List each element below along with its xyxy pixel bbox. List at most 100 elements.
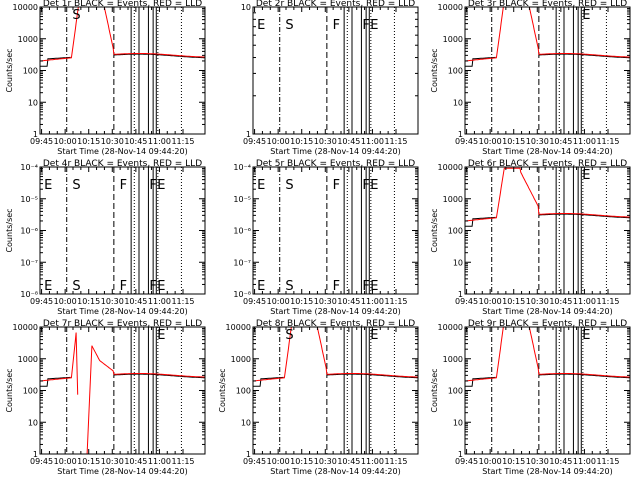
events-series xyxy=(253,373,418,387)
y-axis-label: Counts/sec xyxy=(218,368,227,412)
y-tick-label: 10 xyxy=(453,258,463,267)
marker-label: E xyxy=(370,18,378,33)
plot-frame xyxy=(252,326,419,455)
x-tick-label: 10:00 xyxy=(479,457,502,466)
lld-series xyxy=(40,332,205,454)
marker-label: F xyxy=(120,178,127,193)
marker-label: S xyxy=(285,18,293,33)
x-tick-label: 10:15 xyxy=(502,137,525,146)
x-tick-label: 10:30 xyxy=(314,457,337,466)
marker-label: E xyxy=(370,328,378,343)
x-tick-label: 10:45 xyxy=(337,137,360,146)
marker-label: F xyxy=(149,279,156,294)
x-axis-label: Start Time (28-Nov-14 09:44:20) xyxy=(57,307,187,316)
chart-det-7: Det 7r BLACK = Events, RED = LLD 1 10 100 10… xyxy=(5,319,206,476)
y-tick-label: 1 xyxy=(458,130,463,139)
x-tick-label: 11:15 xyxy=(596,457,619,466)
y-tick-label: 10000 xyxy=(13,3,38,12)
x-tick-label: 10:30 xyxy=(526,457,549,466)
plot-frame xyxy=(39,326,206,455)
y-axis-label: Counts/sec xyxy=(430,368,439,412)
y-tick-label: 10⁻⁵ xyxy=(233,195,251,204)
x-tick-label: 10:45 xyxy=(337,457,360,466)
x-axis-label: Start Time (28-Nov-14 09:44:20) xyxy=(57,147,187,156)
y-tick-label: 1 xyxy=(458,290,463,299)
x-axis-label: Start Time (28-Nov-14 09:44:20) xyxy=(482,467,612,476)
x-tick-label: 09:45 xyxy=(455,297,478,306)
x-axis-label: Start Time (28-Nov-14 09:44:20) xyxy=(57,467,187,476)
x-tick-label: 09:45 xyxy=(30,137,53,146)
chart-det-6: Det 6r BLACK = Events, RED = LLD 1 10 100 10… xyxy=(430,159,631,316)
x-tick-label: 10:00 xyxy=(479,297,502,306)
x-tick-label: 10:15 xyxy=(290,137,313,146)
plot-frame xyxy=(464,166,631,295)
chart-det-9: Det 9r BLACK = Events, RED = LLD 1 10 100 10… xyxy=(430,319,631,476)
x-tick-label: 11:00 xyxy=(148,297,171,306)
y-tick-label: 10000 xyxy=(438,3,463,12)
x-tick-label: 11:00 xyxy=(148,457,171,466)
marker-label: F xyxy=(362,18,369,33)
lld-series xyxy=(465,167,630,222)
plot-area xyxy=(66,167,182,294)
chart-title: Det 5r BLACK = Events, RED = LLD xyxy=(256,159,415,169)
x-tick-label: 10:00 xyxy=(267,297,290,306)
lld-series xyxy=(253,327,418,382)
x-tick-label: 11:00 xyxy=(361,137,384,146)
marker-label: E xyxy=(157,328,165,343)
chart-title: Det 2r BLACK = Events, RED = LLD xyxy=(256,0,415,9)
plot-frame xyxy=(464,6,631,135)
chart-title: Det 9r BLACK = Events, RED = LLD xyxy=(468,319,627,329)
x-tick-label: 10:15 xyxy=(290,457,313,466)
y-tick-label: 1 xyxy=(33,130,38,139)
events-series xyxy=(40,373,205,387)
x-tick-label: 11:00 xyxy=(361,297,384,306)
chart-det-8: Det 8r BLACK = Events, RED = LLD 1 10 100 10… xyxy=(218,319,419,476)
y-tick-label: 1000 xyxy=(18,35,38,44)
x-tick-label: 11:00 xyxy=(361,457,384,466)
x-tick-label: 10:30 xyxy=(101,457,124,466)
x-tick-label: 11:00 xyxy=(573,137,596,146)
x-tick-label: 10:45 xyxy=(549,457,572,466)
plot-frame xyxy=(39,6,206,135)
x-tick-label: 09:45 xyxy=(243,297,266,306)
y-tick-label: 100 xyxy=(448,387,463,396)
y-tick-label: 100 xyxy=(448,67,463,76)
plot-area xyxy=(465,167,630,294)
y-tick-label: 10 xyxy=(28,98,38,107)
marker-label: E xyxy=(44,178,52,193)
y-tick-label: 1000 xyxy=(443,355,463,364)
marker-label: S xyxy=(285,279,293,294)
marker-label: S xyxy=(72,178,80,193)
marker-label: E xyxy=(257,18,265,33)
marker-label: E xyxy=(157,178,165,193)
marker-label: E xyxy=(257,178,265,193)
marker-label: F xyxy=(362,279,369,294)
y-tick-label: 1000 xyxy=(231,355,251,364)
x-tick-label: 10:30 xyxy=(526,297,549,306)
x-tick-label: 10:30 xyxy=(314,297,337,306)
x-tick-label: 10:15 xyxy=(77,137,100,146)
y-tick-label: 10 xyxy=(453,418,463,427)
y-tick-label: 10⁻⁴ xyxy=(20,163,38,172)
x-tick-label: 10:45 xyxy=(124,457,147,466)
y-tick-label: 10000 xyxy=(13,323,38,332)
x-tick-label: 10:30 xyxy=(101,297,124,306)
x-tick-label: 10:00 xyxy=(267,457,290,466)
x-tick-label: 11:15 xyxy=(171,297,194,306)
x-tick-label: 11:15 xyxy=(171,457,194,466)
x-axis-label: Start Time (28-Nov-14 09:44:20) xyxy=(270,147,400,156)
y-axis-label: Counts/sec xyxy=(430,48,439,92)
y-axis-label: Counts/sec xyxy=(5,48,14,92)
plot-area xyxy=(465,327,630,454)
y-axis-label: Counts/sec xyxy=(5,208,14,252)
x-tick-label: 10:15 xyxy=(502,297,525,306)
y-tick-label: 10000 xyxy=(226,323,251,332)
chart-title: Det 3r BLACK = Events, RED = LLD xyxy=(468,0,627,9)
x-tick-label: 10:30 xyxy=(101,137,124,146)
x-tick-label: 10:00 xyxy=(54,137,77,146)
x-tick-label: 09:45 xyxy=(243,137,266,146)
marker-label: F xyxy=(120,279,127,294)
lld-series xyxy=(40,7,205,62)
chart-det-5: Det 5r BLACK = Events, RED = LLD 10⁻⁸ 10⁻⁷… xyxy=(233,159,419,316)
